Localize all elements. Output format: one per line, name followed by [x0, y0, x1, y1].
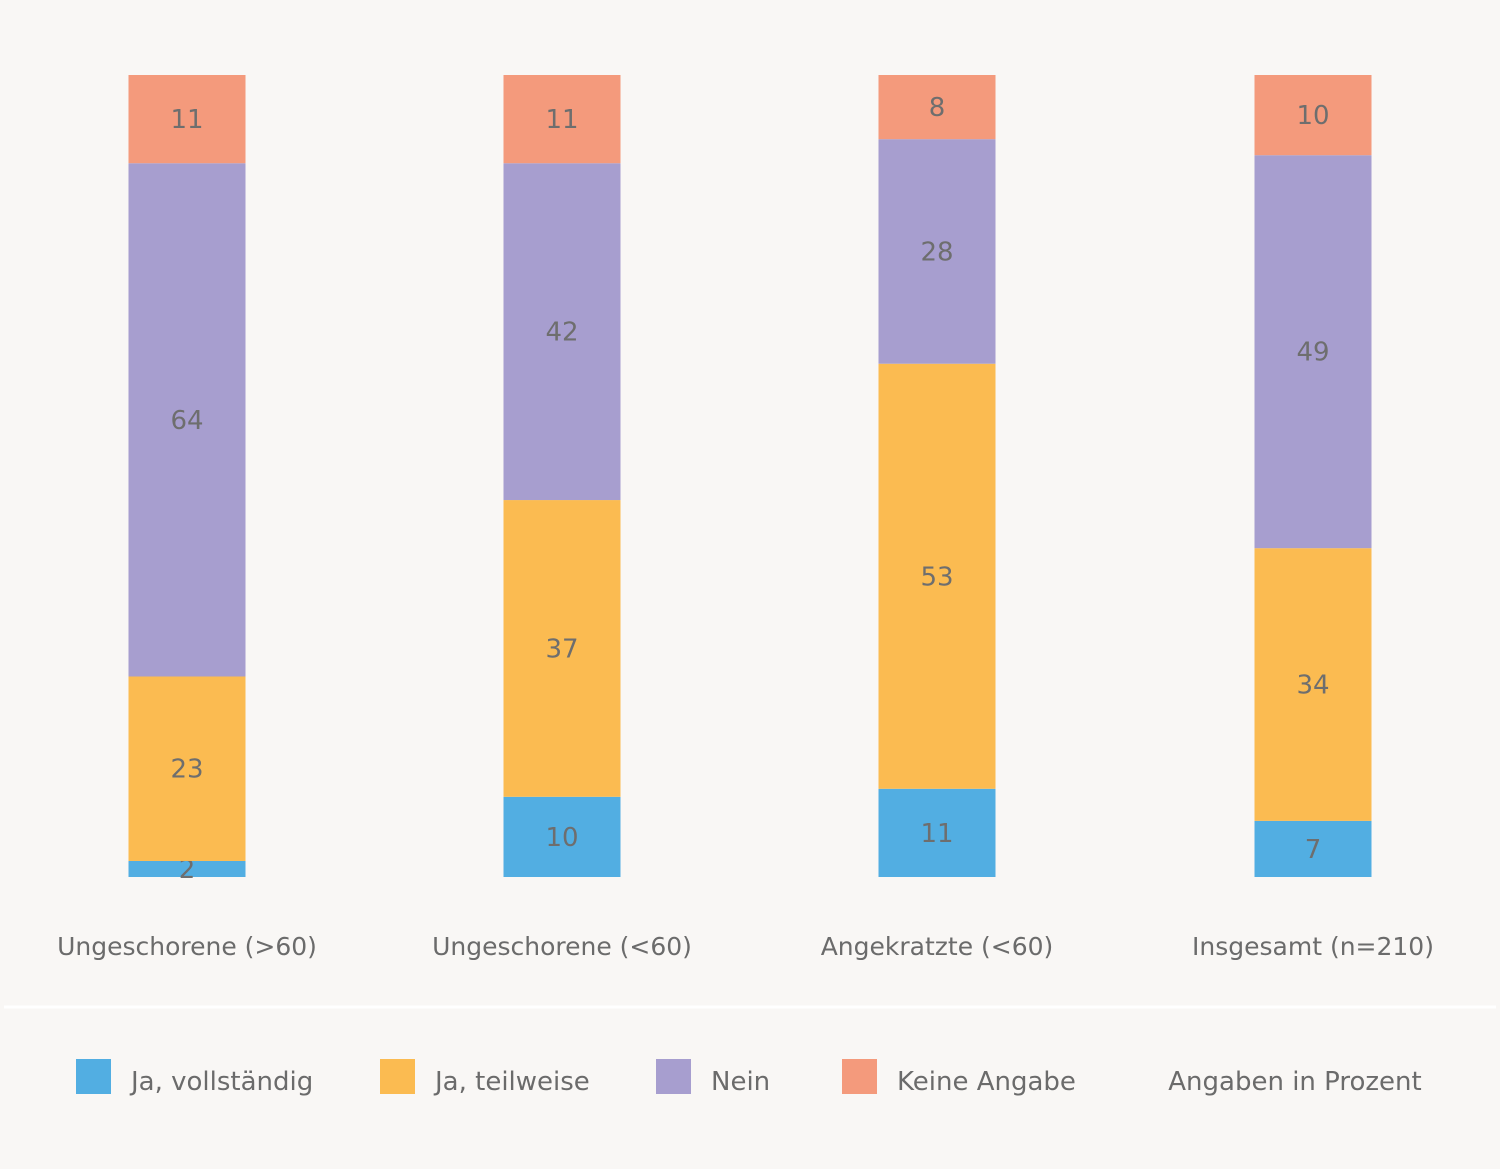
bar-stack: 11 53 28 8: [878, 75, 996, 877]
category-label: Ungeschorene (>60): [57, 932, 317, 961]
data-label: 37: [545, 634, 578, 664]
legend-label: Ja, teilweise: [433, 1067, 590, 1097]
bars-layer: 2 23 64 11 10 37 42 11 11 53 28 8 7 34 49 10: [128, 75, 1372, 885]
bar-segment: [878, 139, 996, 364]
legend-swatch: [656, 1059, 691, 1094]
data-label: 7: [1305, 835, 1322, 865]
legend-swatch: [380, 1059, 415, 1094]
category-labels: Ungeschorene (>60) Ungeschorene (<60) Ange…: [57, 932, 1434, 961]
legend: Ja, vollständig Ja, teilweise Nein Keine An…: [76, 1059, 1076, 1097]
data-label: 11: [545, 105, 578, 135]
bar-segment: [503, 75, 621, 164]
data-label: 11: [920, 819, 953, 849]
data-label: 64: [170, 406, 203, 436]
bar-segment: [1254, 155, 1372, 549]
bar-segment: [128, 163, 246, 677]
legend-swatch: [842, 1059, 877, 1094]
legend-swatch: [76, 1059, 111, 1094]
legend-label: Keine Angabe: [897, 1067, 1076, 1097]
data-label: 23: [170, 755, 203, 785]
bar-segment: [878, 363, 996, 789]
data-label: 8: [929, 93, 946, 123]
data-label: 10: [1296, 101, 1329, 131]
data-label: 11: [170, 105, 203, 135]
legend-item: Ja, vollständig: [76, 1059, 313, 1097]
bar-segment: [878, 788, 996, 877]
bar-stack: 10 37 42 11: [503, 75, 621, 877]
bar-stack: 7 34 49 10: [1254, 75, 1372, 877]
bar-segment: [128, 75, 246, 164]
legend-label: Nein: [711, 1067, 770, 1097]
bar-segment: [1254, 548, 1372, 821]
bar-segment: [1254, 75, 1372, 156]
data-label: 10: [545, 823, 578, 853]
data-label: 53: [920, 562, 953, 592]
category-label: Angekratzte (<60): [821, 932, 1054, 961]
bar-segment: [128, 860, 246, 877]
data-label: 28: [920, 237, 953, 267]
data-label: 2: [179, 855, 196, 885]
bar-stack: 2 23 64 11: [128, 75, 246, 885]
category-label: Ungeschorene (<60): [432, 932, 692, 961]
bar-segment: [503, 163, 621, 501]
bar-segment: [878, 75, 996, 140]
bar-segment: [1254, 820, 1372, 877]
category-label: Insgesamt (n=210): [1192, 932, 1434, 961]
legend-item: Ja, teilweise: [380, 1059, 590, 1097]
bar-segment: [128, 676, 246, 861]
legend-label: Ja, vollständig: [129, 1067, 313, 1097]
data-label: 34: [1296, 671, 1329, 701]
bar-segment: [503, 796, 621, 877]
data-label: 49: [1296, 338, 1329, 368]
data-label: 42: [545, 318, 578, 348]
legend-item: Keine Angabe: [842, 1059, 1076, 1097]
bar-segment: [503, 500, 621, 797]
unit-note: Angaben in Prozent: [1168, 1067, 1421, 1097]
legend-item: Nein: [656, 1059, 770, 1097]
